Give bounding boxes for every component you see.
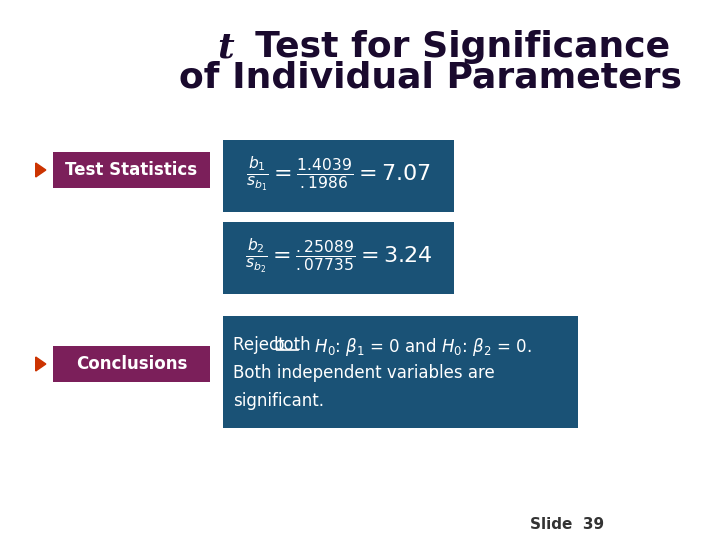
- Text: Slide  39: Slide 39: [530, 517, 604, 532]
- Text: Both independent variables are: Both independent variables are: [233, 364, 495, 382]
- FancyBboxPatch shape: [222, 140, 454, 212]
- Polygon shape: [36, 163, 46, 177]
- FancyBboxPatch shape: [53, 152, 210, 188]
- Text: t: t: [217, 30, 233, 64]
- Text: Test for Significance: Test for Significance: [230, 30, 670, 64]
- FancyBboxPatch shape: [222, 222, 454, 294]
- Text: $\frac{b_2}{s_{b_2}} = \frac{.25089}{.07735} = 3.24$: $\frac{b_2}{s_{b_2}} = \frac{.25089}{.07…: [245, 237, 432, 275]
- Text: of Individual Parameters: of Individual Parameters: [179, 60, 682, 94]
- FancyBboxPatch shape: [53, 346, 210, 382]
- Text: Reject: Reject: [233, 336, 290, 354]
- Text: Conclusions: Conclusions: [76, 355, 187, 373]
- Text: $H_0$: $\beta_1$ = 0 and $H_0$: $\beta_2$ = 0.: $H_0$: $\beta_1$ = 0 and $H_0$: $\beta_2…: [304, 336, 531, 358]
- FancyBboxPatch shape: [222, 316, 578, 428]
- Text: both: both: [274, 336, 312, 354]
- Text: Test Statistics: Test Statistics: [66, 161, 197, 179]
- Polygon shape: [36, 357, 46, 371]
- Text: significant.: significant.: [233, 392, 324, 410]
- Text: $\frac{b_1}{s_{b_1}} = \frac{1.4039}{.1986} = 7.07$: $\frac{b_1}{s_{b_1}} = \frac{1.4039}{.19…: [246, 154, 431, 193]
